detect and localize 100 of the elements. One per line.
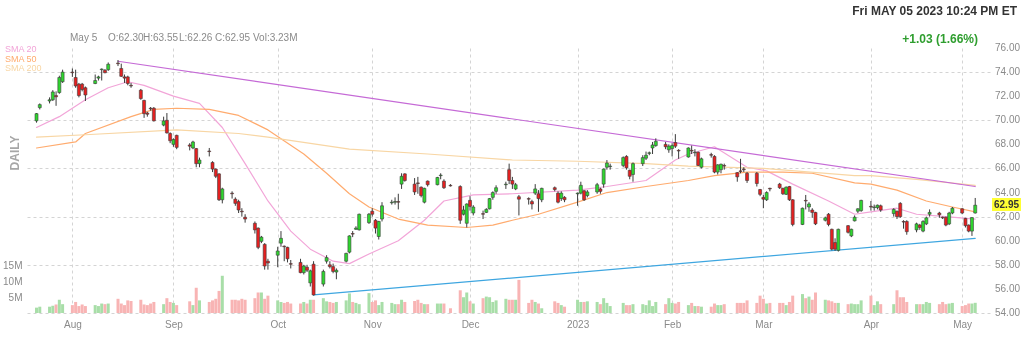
x-tick-label: Dec [461, 318, 480, 330]
bar [960, 306, 964, 313]
bar [321, 298, 325, 313]
bar [367, 293, 371, 313]
bar [448, 308, 452, 313]
candlestick [116, 59, 120, 67]
y-tick-label: 54.00 [995, 307, 1021, 318]
bar [377, 305, 381, 313]
bar [126, 300, 130, 313]
bar [61, 304, 65, 313]
bar [188, 301, 192, 313]
bar [735, 302, 739, 313]
bar [465, 292, 469, 313]
bar [654, 301, 658, 313]
y-tick-label: 66.00 [995, 162, 1021, 174]
text: O:62.30 [108, 32, 144, 43]
bar [517, 279, 521, 313]
bar [686, 305, 690, 313]
bar [308, 299, 312, 313]
bar [370, 301, 374, 313]
text: Fri MAY 05 2023 10:24 PM ET [852, 4, 1017, 18]
bar [540, 308, 544, 313]
bar [266, 295, 270, 313]
text: H:63.55 [143, 32, 179, 43]
y-tick-label: 60.00 [995, 234, 1021, 246]
bar [800, 294, 804, 313]
line-series [35, 81, 976, 265]
bar [641, 304, 645, 313]
line-series [35, 107, 976, 229]
y-tick-label: 70.00 [995, 114, 1021, 126]
bar [602, 298, 606, 313]
bar [116, 298, 120, 313]
bar [527, 302, 531, 313]
bar [458, 290, 462, 313]
bar [791, 295, 795, 313]
bar [426, 304, 430, 313]
bar [973, 302, 977, 313]
bar [869, 295, 873, 313]
bar [510, 299, 514, 313]
text: SMA 20 [5, 44, 38, 55]
candlestick [230, 190, 234, 200]
bar [119, 303, 123, 313]
bar [690, 302, 694, 313]
y-tick-label: 62.00 [995, 210, 1021, 222]
bar [70, 305, 74, 313]
text: Vol:3.23M [253, 32, 298, 43]
bar [895, 290, 899, 313]
x-tick-label: Feb [663, 318, 682, 330]
bar [276, 300, 280, 313]
bar [197, 300, 201, 313]
bar [357, 304, 361, 313]
candlestick [279, 230, 283, 248]
x-tick-label: Oct [270, 318, 287, 330]
bar [289, 303, 293, 313]
bar [745, 300, 749, 313]
y-tick-label: 56.00 [995, 282, 1021, 294]
bar [576, 299, 580, 313]
bar [488, 297, 492, 313]
bar [778, 302, 782, 313]
bar [243, 299, 247, 313]
bar [263, 298, 267, 313]
bar [937, 304, 941, 313]
x-tick-label: Nov [363, 318, 382, 330]
x-tick-label: 2023 [566, 318, 590, 330]
candlestick [262, 242, 267, 271]
bar [856, 304, 860, 313]
bar [390, 302, 394, 313]
bar [664, 304, 668, 313]
bar [194, 287, 198, 313]
y-tick-label: 76.00 [995, 42, 1021, 53]
x-tick-label: Aug [63, 318, 82, 330]
y-tick-label: 72.00 [995, 90, 1021, 102]
bar [667, 298, 671, 313]
bar [553, 301, 557, 313]
bar [872, 305, 876, 313]
bar [312, 299, 316, 313]
x-tick-label: Sep [165, 318, 184, 330]
bar [716, 305, 720, 313]
text: DAILY [8, 135, 23, 171]
bar [859, 300, 863, 313]
bar [647, 300, 651, 313]
bar [608, 306, 612, 313]
bar [191, 305, 195, 313]
bar [57, 299, 61, 313]
y-tick-label: 68.00 [995, 138, 1021, 150]
bar [514, 299, 518, 313]
bar [892, 304, 896, 313]
bar [563, 306, 567, 313]
bar [879, 304, 883, 313]
candlestick [517, 194, 521, 216]
bar [38, 306, 42, 313]
x-tick-label: Mar [755, 318, 774, 330]
y2-tick-label: 15M [3, 260, 23, 272]
bar [129, 301, 133, 313]
bar [207, 301, 211, 313]
y2-tick-label: 10M [3, 275, 23, 287]
bar [48, 306, 52, 313]
annotation: 62.95 [992, 198, 1022, 212]
bar [709, 306, 713, 313]
bar [823, 299, 827, 313]
